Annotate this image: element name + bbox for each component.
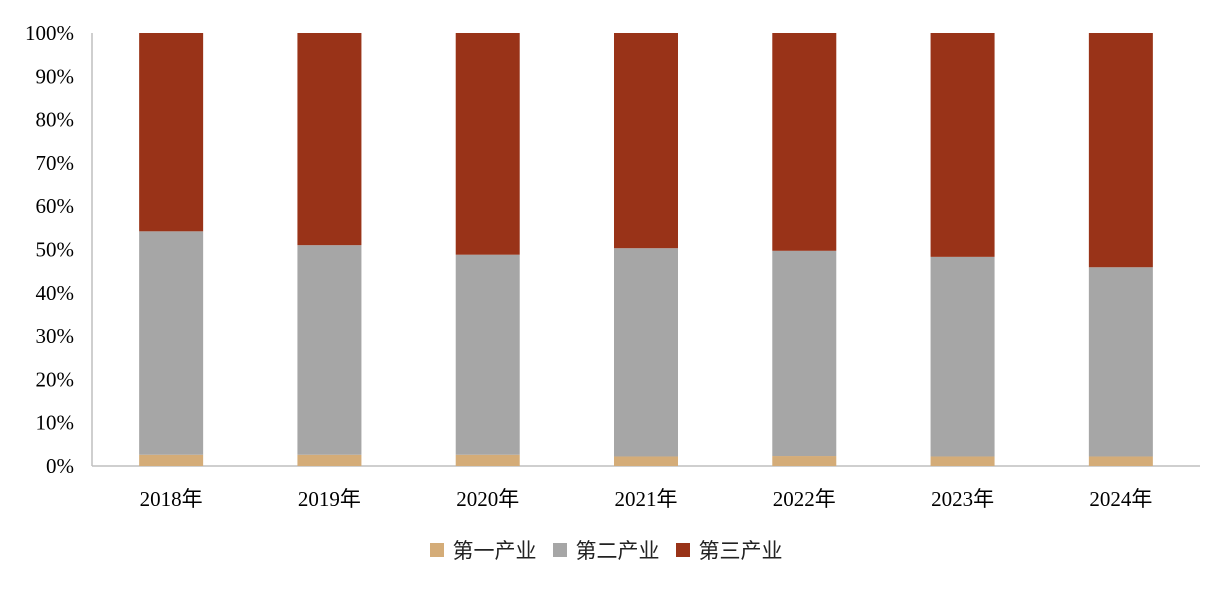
legend-swatch-primary-industry <box>429 543 444 557</box>
bar-segment-primary-1 <box>297 454 362 466</box>
y-tick-label: 40% <box>36 281 75 305</box>
bar-segment-primary-2 <box>455 454 520 466</box>
y-tick-label: 30% <box>36 324 75 348</box>
bar-segment-primary-0 <box>139 454 204 466</box>
x-axis-tick-labels: 2018年 2019年 2020年 2021年 2022年 2023年 2024年 <box>140 487 1153 511</box>
x-tick-label: 2024年 <box>1089 487 1152 511</box>
stacked-bar-chart: 0%10%20%30%40%50%60%70%80%90%100% 2018年 2… <box>25 21 1200 511</box>
legend-item-tertiary-industry: 第三产业 <box>675 535 783 565</box>
bars-group <box>139 33 1153 466</box>
bar-segment-primary-5 <box>930 456 995 466</box>
bar-segment-primary-4 <box>772 456 837 466</box>
legend-swatch-tertiary-industry <box>675 543 690 557</box>
legend-label-secondary-industry: 第二产业 <box>575 539 660 563</box>
x-tick-label: 2019年 <box>298 487 361 511</box>
x-tick-label: 2018年 <box>140 487 203 511</box>
y-tick-label: 20% <box>36 367 75 391</box>
y-axis-tick-labels: 0% 10% 20% 30% 40% 50% 60% 70% 80% 90% 100% <box>25 21 74 478</box>
bar-segment-primary-3 <box>614 456 678 466</box>
y-tick-label: 70% <box>36 151 75 175</box>
bar-segment-secondary-2 <box>455 254 520 455</box>
bar-segment-primary-6 <box>1088 456 1153 466</box>
x-tick-label: 2023年 <box>931 487 994 511</box>
y-tick-label: 60% <box>36 194 75 218</box>
y-tick-label: 80% <box>36 108 75 132</box>
bar-segment-secondary-0 <box>139 231 204 455</box>
bar-segment-secondary-1 <box>297 245 362 455</box>
bar-segment-tertiary-1 <box>297 33 362 246</box>
y-tick-label: 100% <box>25 21 74 45</box>
y-tick-label: 0% <box>46 454 74 478</box>
legend-swatch-secondary-industry <box>552 543 567 557</box>
bar-segment-tertiary-0 <box>139 33 204 232</box>
legend-item-primary-industry: 第一产业 <box>429 535 537 565</box>
x-tick-label: 2022年 <box>773 487 836 511</box>
bar-segment-secondary-4 <box>772 250 837 457</box>
bar-segment-tertiary-5 <box>930 33 995 257</box>
x-tick-label: 2021年 <box>615 487 678 511</box>
x-tick-label: 2020年 <box>456 487 519 511</box>
bar-segment-secondary-3 <box>614 248 678 457</box>
legend: 第一产业 第二产业 第三产业 <box>0 535 1212 565</box>
bar-segment-secondary-6 <box>1088 267 1153 457</box>
y-tick-label: 10% <box>36 411 75 435</box>
legend-item-secondary-industry: 第二产业 <box>552 535 660 565</box>
bar-segment-secondary-5 <box>930 256 995 457</box>
legend-label-primary-industry: 第一产业 <box>452 539 537 563</box>
y-tick-label: 50% <box>36 238 75 262</box>
bar-segment-tertiary-4 <box>772 33 837 251</box>
bar-segment-tertiary-3 <box>614 33 678 249</box>
bar-segment-tertiary-2 <box>455 33 520 255</box>
legend-label-tertiary-industry: 第三产业 <box>698 539 783 563</box>
y-tick-label: 90% <box>36 64 75 88</box>
bar-segment-tertiary-6 <box>1088 33 1153 268</box>
